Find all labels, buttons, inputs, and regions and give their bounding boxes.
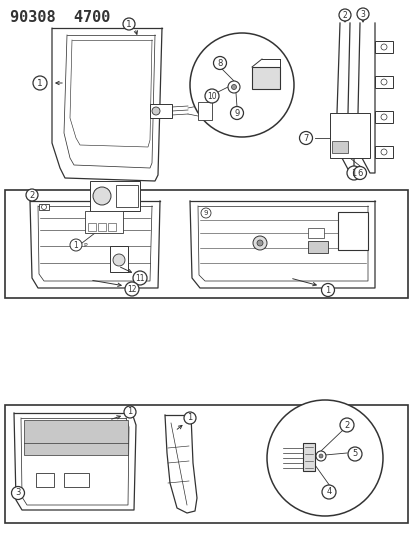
Circle shape bbox=[152, 107, 159, 115]
Circle shape bbox=[318, 454, 322, 458]
Bar bbox=[110, 246, 128, 272]
Circle shape bbox=[41, 205, 46, 209]
Text: P: P bbox=[83, 243, 86, 247]
Bar bbox=[64, 473, 89, 487]
Bar bbox=[88, 223, 96, 231]
Text: 9: 9 bbox=[203, 210, 208, 216]
Text: 9: 9 bbox=[234, 109, 239, 117]
Text: 1: 1 bbox=[74, 240, 78, 249]
Circle shape bbox=[204, 89, 218, 103]
Circle shape bbox=[256, 240, 262, 246]
Circle shape bbox=[353, 166, 366, 180]
Bar bbox=[307, 241, 327, 253]
Bar bbox=[374, 41, 392, 53]
Circle shape bbox=[190, 33, 293, 137]
Bar bbox=[39, 204, 49, 210]
Bar bbox=[197, 102, 211, 120]
Circle shape bbox=[26, 189, 38, 201]
Text: 1: 1 bbox=[37, 78, 43, 87]
Circle shape bbox=[12, 487, 24, 499]
Bar bbox=[5, 405, 407, 523]
Text: 1: 1 bbox=[325, 286, 330, 295]
Text: 1: 1 bbox=[127, 408, 132, 416]
Circle shape bbox=[339, 418, 353, 432]
Circle shape bbox=[183, 412, 195, 424]
Text: 2: 2 bbox=[342, 11, 347, 20]
Circle shape bbox=[380, 44, 386, 50]
Text: 3: 3 bbox=[15, 489, 21, 497]
Bar bbox=[24, 420, 128, 455]
Text: 3: 3 bbox=[360, 10, 365, 19]
Circle shape bbox=[113, 254, 125, 266]
Circle shape bbox=[201, 208, 211, 218]
Text: 12: 12 bbox=[127, 285, 136, 294]
Bar bbox=[116, 185, 138, 207]
Bar bbox=[302, 443, 314, 471]
Circle shape bbox=[266, 400, 382, 516]
Circle shape bbox=[346, 166, 360, 180]
Bar bbox=[331, 141, 347, 153]
Bar bbox=[108, 223, 116, 231]
Text: 1: 1 bbox=[351, 168, 356, 177]
Text: 5: 5 bbox=[351, 449, 357, 458]
Text: 6: 6 bbox=[356, 168, 362, 177]
Circle shape bbox=[380, 149, 386, 155]
Circle shape bbox=[380, 114, 386, 120]
Bar bbox=[307, 228, 323, 238]
Text: 90308  4700: 90308 4700 bbox=[10, 10, 110, 25]
Text: 1: 1 bbox=[187, 414, 192, 423]
Circle shape bbox=[321, 485, 335, 499]
Text: 7: 7 bbox=[303, 133, 308, 142]
Text: 2: 2 bbox=[344, 421, 349, 430]
Text: 1: 1 bbox=[126, 20, 132, 28]
Bar bbox=[374, 76, 392, 88]
Bar bbox=[374, 146, 392, 158]
Bar bbox=[150, 104, 171, 118]
Circle shape bbox=[321, 284, 334, 296]
Circle shape bbox=[123, 18, 135, 30]
Circle shape bbox=[70, 239, 82, 251]
Text: 11: 11 bbox=[135, 273, 145, 282]
Circle shape bbox=[124, 406, 136, 418]
Bar bbox=[337, 212, 367, 250]
Circle shape bbox=[252, 236, 266, 250]
Circle shape bbox=[347, 447, 361, 461]
Circle shape bbox=[315, 451, 325, 461]
Circle shape bbox=[231, 85, 236, 90]
Text: 2: 2 bbox=[29, 190, 35, 199]
Text: 8: 8 bbox=[217, 59, 222, 68]
Circle shape bbox=[125, 282, 139, 296]
Circle shape bbox=[213, 56, 226, 69]
Bar bbox=[329, 113, 369, 158]
Circle shape bbox=[230, 107, 243, 119]
Circle shape bbox=[299, 132, 312, 144]
Circle shape bbox=[133, 271, 147, 285]
Bar bbox=[98, 223, 106, 231]
Circle shape bbox=[228, 81, 240, 93]
Circle shape bbox=[338, 9, 350, 21]
Circle shape bbox=[33, 76, 47, 90]
Circle shape bbox=[380, 79, 386, 85]
Bar bbox=[85, 211, 123, 233]
Circle shape bbox=[93, 187, 111, 205]
Bar bbox=[90, 181, 140, 211]
Bar bbox=[36, 473, 54, 487]
Bar bbox=[374, 111, 392, 123]
Bar bbox=[252, 67, 279, 89]
Text: 10: 10 bbox=[206, 92, 216, 101]
Circle shape bbox=[356, 8, 368, 20]
Text: 4: 4 bbox=[325, 488, 331, 497]
Bar bbox=[5, 190, 407, 298]
